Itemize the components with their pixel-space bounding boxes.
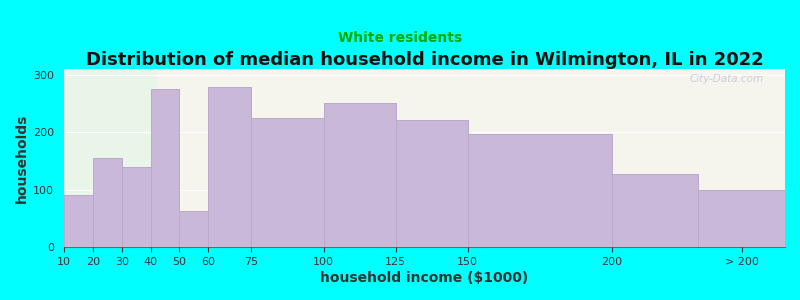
Bar (396, 120, 468, 247)
Bar (93, 158, 122, 247)
Bar (323, 103, 396, 247)
Bar (179, 211, 208, 247)
Bar (64, 195, 93, 247)
Bar (468, 134, 612, 247)
Text: City-Data.com: City-Data.com (690, 74, 763, 84)
Bar (93, 158, 122, 247)
Bar (64, 69, 156, 247)
Bar (150, 89, 179, 247)
Bar (612, 174, 698, 247)
Bar (122, 167, 150, 247)
Bar (179, 211, 208, 247)
Bar (468, 134, 612, 247)
Bar (698, 190, 785, 247)
Bar (251, 118, 323, 247)
Bar (251, 118, 323, 247)
Text: White residents: White residents (338, 32, 462, 46)
Bar (698, 190, 785, 247)
Bar (64, 195, 93, 247)
Bar (122, 167, 150, 247)
Bar (208, 87, 251, 247)
Bar (323, 103, 396, 247)
Y-axis label: households: households (15, 113, 29, 203)
X-axis label: household income ($1000): household income ($1000) (320, 271, 529, 285)
Title: Distribution of median household income in Wilmington, IL in 2022: Distribution of median household income … (86, 51, 763, 69)
Bar (396, 120, 468, 247)
Bar (208, 87, 251, 247)
Bar (612, 174, 698, 247)
Bar (150, 89, 179, 247)
